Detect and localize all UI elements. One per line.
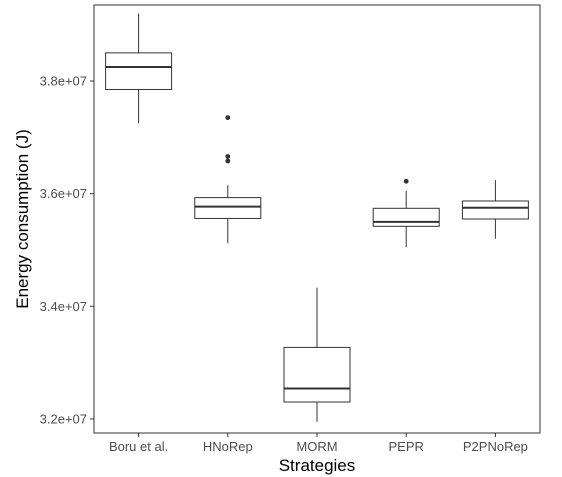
box-p2pnorep bbox=[461, 180, 529, 239]
box-boru-et-al bbox=[105, 13, 173, 124]
x-tick-label: PEPR bbox=[388, 439, 423, 454]
box-iqr bbox=[461, 200, 529, 220]
x-axis-title: Strategies bbox=[279, 456, 356, 475]
box-morm bbox=[283, 287, 351, 422]
x-tick-label: Boru et al. bbox=[109, 439, 168, 454]
box-iqr bbox=[194, 197, 262, 219]
outlier-point bbox=[225, 154, 231, 159]
box-iqr bbox=[283, 346, 351, 403]
outlier-point bbox=[403, 178, 409, 184]
y-tick-label: 3.2e+07 bbox=[40, 411, 87, 426]
x-tick-label: HNoRep bbox=[203, 439, 253, 454]
outlier-point bbox=[225, 158, 231, 164]
y-tick-label: 3.8e+07 bbox=[40, 74, 87, 89]
x-tick-label: MORM bbox=[296, 439, 337, 454]
y-tick-label: 3.6e+07 bbox=[40, 186, 87, 201]
y-axis-title: Energy consumption (J) bbox=[13, 129, 32, 309]
box-iqr bbox=[372, 207, 440, 227]
y-tick-label: 3.4e+07 bbox=[40, 299, 87, 314]
box-pepr bbox=[372, 178, 440, 248]
box-iqr bbox=[105, 52, 173, 90]
x-tick-label: P2PNoRep bbox=[463, 439, 528, 454]
outlier-point bbox=[225, 115, 231, 121]
box-hnorep bbox=[194, 115, 262, 244]
